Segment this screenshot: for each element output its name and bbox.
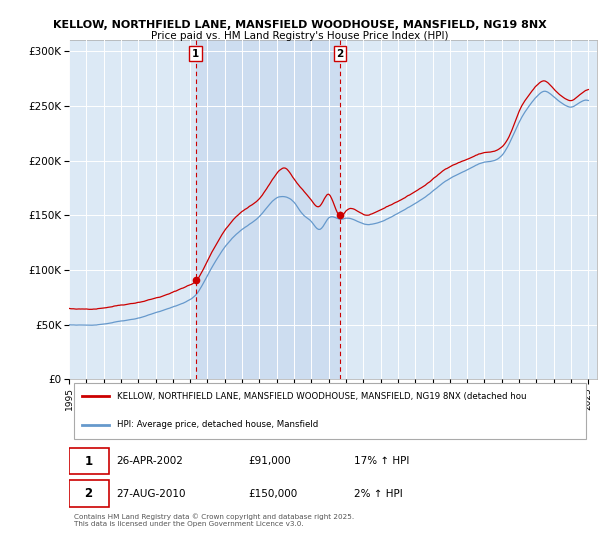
FancyBboxPatch shape	[69, 480, 109, 507]
Text: 2: 2	[85, 487, 92, 500]
Text: 1: 1	[85, 455, 92, 468]
Text: 2% ↑ HPI: 2% ↑ HPI	[354, 489, 403, 498]
Text: 26-APR-2002: 26-APR-2002	[116, 456, 184, 466]
Text: 17% ↑ HPI: 17% ↑ HPI	[354, 456, 409, 466]
Bar	[196, 40, 340, 380]
Text: £150,000: £150,000	[248, 489, 298, 498]
Text: Contains HM Land Registry data © Crown copyright and database right 2025.
This d: Contains HM Land Registry data © Crown c…	[74, 514, 355, 528]
FancyBboxPatch shape	[74, 383, 586, 438]
Text: 2: 2	[336, 49, 344, 59]
Text: 27-AUG-2010: 27-AUG-2010	[116, 489, 186, 498]
FancyBboxPatch shape	[69, 447, 109, 474]
Text: HPI: Average price, detached house, Mansfield: HPI: Average price, detached house, Mans…	[116, 420, 318, 429]
Text: 1: 1	[192, 49, 199, 59]
Text: KELLOW, NORTHFIELD LANE, MANSFIELD WOODHOUSE, MANSFIELD, NG19 8NX (detached hou: KELLOW, NORTHFIELD LANE, MANSFIELD WOODH…	[116, 391, 526, 400]
Text: Price paid vs. HM Land Registry's House Price Index (HPI): Price paid vs. HM Land Registry's House …	[151, 31, 449, 41]
Text: £91,000: £91,000	[248, 456, 291, 466]
Text: KELLOW, NORTHFIELD LANE, MANSFIELD WOODHOUSE, MANSFIELD, NG19 8NX: KELLOW, NORTHFIELD LANE, MANSFIELD WOODH…	[53, 20, 547, 30]
